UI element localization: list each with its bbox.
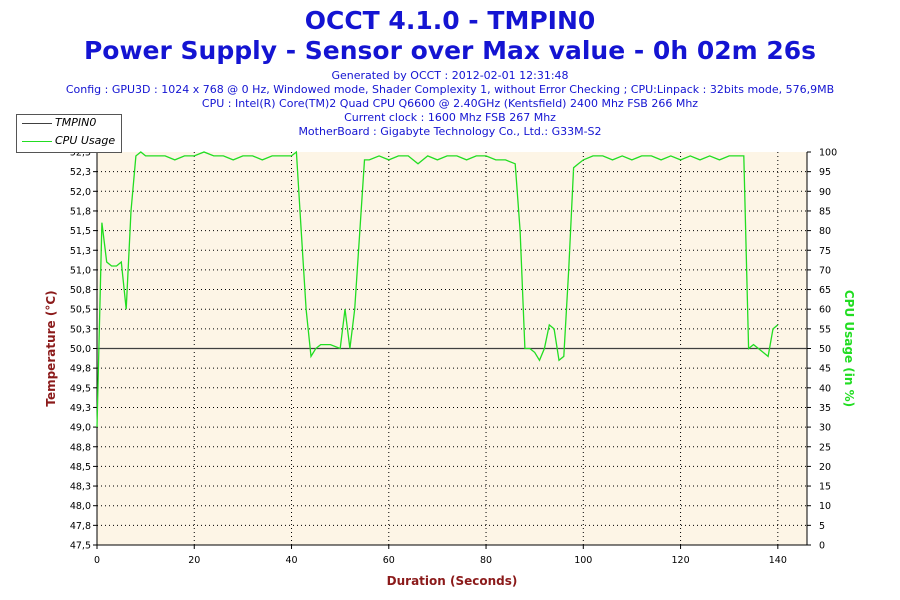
y2-tick-label: 70	[819, 265, 831, 276]
y-tick-label: 51,0	[70, 265, 91, 276]
x-tick-label: 120	[671, 555, 689, 566]
y2-tick-label: 85	[819, 206, 831, 217]
info-config: Config : GPU3D : 1024 x 768 @ 0 Hz, Wind…	[65, 83, 835, 96]
y-tick-label: 50,0	[70, 344, 91, 355]
y2-tick-label: 5	[819, 521, 825, 532]
cpu-usage-line	[96, 150, 779, 428]
y2-tick-label: 80	[819, 226, 831, 237]
legend-swatch-cpu-usage	[22, 141, 52, 142]
x-tick-label: 60	[383, 555, 395, 566]
y2-tick-label: 60	[819, 305, 831, 316]
info-cpu: CPU : Intel(R) Core(TM)2 Quad CPU Q6600 …	[201, 97, 699, 110]
legend-item-tmpin0: TMPIN0	[17, 115, 121, 133]
y2-tick-label: 30	[819, 423, 831, 434]
y-tick-label: 48,0	[70, 501, 91, 512]
x-axis-label: Duration (Seconds)	[387, 574, 518, 588]
y-tick-label: 48,3	[70, 482, 91, 493]
x-tick-label: 140	[769, 555, 787, 566]
y2-tick-label: 15	[819, 482, 831, 493]
y2-tick-label: 95	[819, 167, 831, 178]
y2-tick-label: 100	[819, 148, 837, 159]
y-tick-label: 48,8	[70, 442, 91, 453]
y-tick-label: 49,3	[70, 403, 91, 414]
y2-axis-label: CPU Usage (in %)	[842, 290, 856, 407]
y-tick-label: 51,5	[70, 226, 91, 237]
y2-tick-label: 55	[819, 324, 831, 335]
legend-swatch-tmpin0	[22, 123, 52, 124]
y-tick-label: 47,8	[70, 521, 91, 532]
legend-item-cpu-usage: CPU Usage	[17, 133, 121, 151]
y2-tick-label: 35	[819, 403, 831, 414]
y-tick-label: 49,8	[70, 364, 91, 375]
chart-title: OCCT 4.1.0 - TMPIN0	[304, 6, 596, 35]
chart-legend: TMPIN0 CPU Usage	[16, 114, 122, 153]
y2-tick-label: 40	[819, 383, 831, 394]
y-tick-label: 52,0	[70, 187, 91, 198]
y-tick-label: 49,0	[70, 423, 91, 434]
y2-tick-label: 45	[819, 364, 831, 375]
info-generated: Generated by OCCT : 2012-02-01 12:31:48	[331, 69, 569, 82]
info-clock: Current clock : 1600 Mhz FSB 267 Mhz	[344, 111, 556, 124]
y2-tick-label: 10	[819, 501, 831, 512]
y-tick-label: 50,8	[70, 285, 91, 296]
y-tick-label: 50,3	[70, 324, 91, 335]
y2-tick-label: 25	[819, 442, 831, 453]
y-tick-label: 51,3	[70, 246, 91, 257]
legend-label-cpu-usage: CPU Usage	[55, 134, 116, 147]
info-motherboard: MotherBoard : Gigabyte Technology Co., L…	[298, 125, 602, 138]
y-tick-label: 52,3	[70, 167, 91, 178]
y-tick-label: 49,5	[70, 383, 91, 394]
y2-tick-label: 65	[819, 285, 831, 296]
x-tick-label: 100	[574, 555, 592, 566]
y2-tick-label: 90	[819, 187, 831, 198]
x-tick-label: 40	[285, 555, 297, 566]
x-tick-label: 0	[94, 555, 100, 566]
y-axis-label: Temperature (°C)	[44, 290, 58, 406]
x-tick-label: 80	[480, 555, 492, 566]
y-tick-label: 50,5	[70, 305, 91, 316]
y-tick-label: 51,8	[70, 206, 91, 217]
y2-tick-label: 50	[819, 344, 831, 355]
y2-tick-label: 0	[819, 541, 825, 552]
y2-tick-label: 75	[819, 246, 831, 257]
y-tick-label: 47,5	[70, 541, 91, 552]
y-tick-label: 52,5	[70, 148, 91, 159]
x-tick-label: 20	[188, 555, 200, 566]
legend-label-tmpin0: TMPIN0	[55, 116, 97, 129]
chart-subtitle: Power Supply - Sensor over Max value - 0…	[83, 36, 817, 65]
y2-tick-label: 20	[819, 462, 831, 473]
y-tick-label: 48,5	[70, 462, 91, 473]
